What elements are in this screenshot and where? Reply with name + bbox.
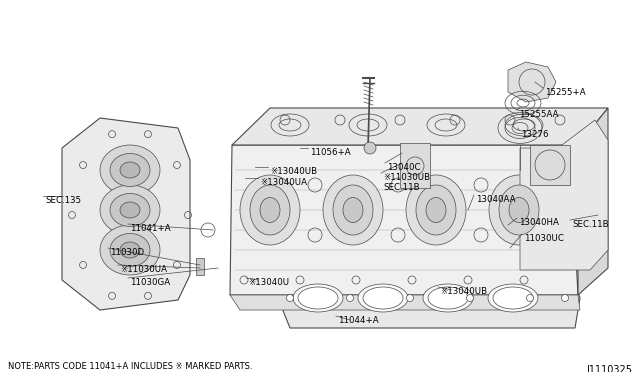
Ellipse shape <box>509 198 529 222</box>
Polygon shape <box>230 295 580 310</box>
Text: ※13040UA: ※13040UA <box>260 178 307 187</box>
Text: 13040C: 13040C <box>387 163 420 172</box>
Ellipse shape <box>260 198 280 222</box>
Ellipse shape <box>488 284 538 312</box>
Polygon shape <box>62 118 190 310</box>
Text: ※11030UA: ※11030UA <box>120 265 167 274</box>
Circle shape <box>527 295 534 301</box>
Circle shape <box>467 295 474 301</box>
Text: 13040HA: 13040HA <box>519 218 559 227</box>
Ellipse shape <box>293 284 343 312</box>
Text: 15255+A: 15255+A <box>545 88 586 97</box>
Ellipse shape <box>423 284 473 312</box>
Ellipse shape <box>363 287 403 309</box>
Circle shape <box>364 142 376 154</box>
Ellipse shape <box>120 162 140 178</box>
Text: 11030GA: 11030GA <box>130 278 170 287</box>
Text: 11056+A: 11056+A <box>310 148 351 157</box>
Ellipse shape <box>323 175 383 245</box>
Text: NOTE:PARTS CODE 11041+A INCLUDES ※ MARKED PARTS.: NOTE:PARTS CODE 11041+A INCLUDES ※ MARKE… <box>8 362 253 371</box>
Polygon shape <box>230 145 578 295</box>
Text: ※11030UB: ※11030UB <box>383 173 430 182</box>
Ellipse shape <box>250 185 290 235</box>
Bar <box>400 143 430 188</box>
Text: J1110325: J1110325 <box>586 365 632 372</box>
Ellipse shape <box>343 198 363 222</box>
Text: SEC.11B: SEC.11B <box>572 220 609 229</box>
Polygon shape <box>530 145 570 185</box>
Ellipse shape <box>499 185 539 235</box>
Ellipse shape <box>120 242 140 258</box>
Ellipse shape <box>110 154 150 186</box>
Text: 13276: 13276 <box>521 130 548 139</box>
Ellipse shape <box>493 287 533 309</box>
Text: ※13040UB: ※13040UB <box>440 287 487 296</box>
Text: 11041+A: 11041+A <box>130 224 171 233</box>
Text: 15255AA: 15255AA <box>519 110 559 119</box>
Text: 11030UC: 11030UC <box>524 234 564 243</box>
Ellipse shape <box>110 234 150 266</box>
Polygon shape <box>232 108 608 145</box>
Ellipse shape <box>240 175 300 245</box>
Text: 11044+A: 11044+A <box>338 316 379 325</box>
Ellipse shape <box>489 175 549 245</box>
Circle shape <box>287 295 294 301</box>
Ellipse shape <box>406 175 466 245</box>
Polygon shape <box>196 258 204 275</box>
Ellipse shape <box>428 287 468 309</box>
Text: 11030D: 11030D <box>110 248 144 257</box>
Ellipse shape <box>426 198 446 222</box>
Ellipse shape <box>416 185 456 235</box>
Text: SEC.135: SEC.135 <box>45 196 81 205</box>
Text: SEC.11B: SEC.11B <box>383 183 420 192</box>
Polygon shape <box>278 268 580 328</box>
Text: 13040AA: 13040AA <box>476 195 515 204</box>
Polygon shape <box>578 108 608 295</box>
Ellipse shape <box>358 284 408 312</box>
Ellipse shape <box>100 225 160 275</box>
Polygon shape <box>508 62 556 102</box>
Circle shape <box>561 295 568 301</box>
Ellipse shape <box>100 185 160 235</box>
Ellipse shape <box>333 185 373 235</box>
Ellipse shape <box>120 202 140 218</box>
Ellipse shape <box>110 193 150 227</box>
Text: ※13040U: ※13040U <box>248 278 289 287</box>
Ellipse shape <box>298 287 338 309</box>
Ellipse shape <box>100 145 160 195</box>
Circle shape <box>406 295 413 301</box>
Text: ※13040UB: ※13040UB <box>270 167 317 176</box>
Polygon shape <box>520 120 608 270</box>
Circle shape <box>346 295 353 301</box>
